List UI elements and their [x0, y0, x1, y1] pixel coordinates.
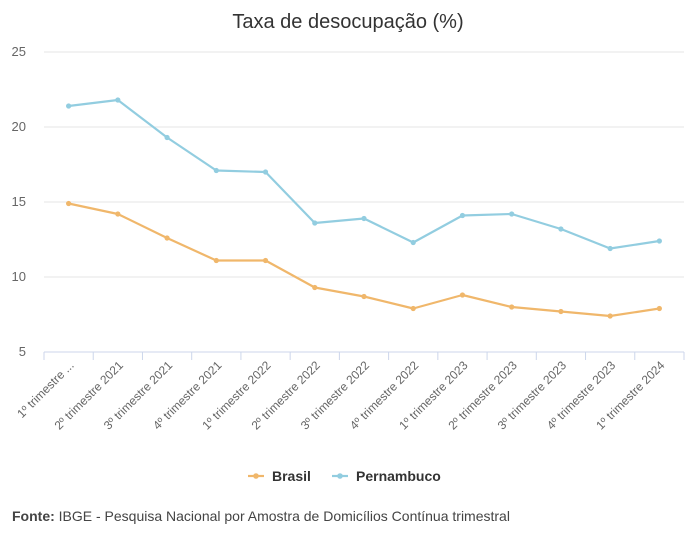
data-point[interactable] [361, 293, 367, 300]
data-point[interactable] [164, 134, 170, 141]
data-point[interactable] [656, 305, 662, 312]
y-tick-label: 20 [12, 119, 26, 134]
legend-item-pernambuco[interactable]: Pernambuco [332, 468, 441, 484]
legend: Brasil Pernambuco [248, 468, 441, 484]
source-label: Fonte: [12, 508, 55, 524]
legend-label: Brasil [272, 468, 311, 484]
data-point[interactable] [66, 200, 72, 207]
data-point[interactable] [213, 167, 219, 174]
data-point[interactable] [164, 235, 170, 241]
legend-dot-marker [253, 473, 259, 479]
legend-label: Pernambuco [356, 468, 441, 484]
data-point[interactable] [607, 245, 613, 252]
data-point[interactable] [410, 239, 416, 246]
chart-title: Taxa de desocupação (%) [232, 11, 463, 33]
series-layer [66, 97, 662, 319]
legend-dot-marker [337, 473, 343, 479]
source-text: IBGE - Pesquisa Nacional por Amostra de … [54, 508, 510, 524]
grid-layer [44, 51, 684, 278]
y-tick-label: 10 [12, 269, 26, 284]
data-point[interactable] [66, 103, 72, 109]
data-point[interactable] [312, 284, 318, 291]
data-point[interactable] [607, 313, 613, 319]
data-point[interactable] [459, 292, 466, 298]
data-point[interactable] [459, 212, 466, 219]
source-note: Fonte: IBGE - Pesquisa Nacional por Amos… [12, 508, 510, 524]
data-point[interactable] [213, 257, 219, 264]
y-tick-label: 15 [12, 194, 26, 209]
data-point[interactable] [262, 169, 269, 175]
data-point[interactable] [558, 308, 564, 315]
data-point[interactable] [115, 211, 121, 217]
series-brasil [66, 200, 662, 319]
data-point[interactable] [558, 226, 564, 232]
y-tick-label: 5 [19, 344, 26, 359]
series-pernambuco [66, 97, 662, 252]
data-point[interactable] [410, 305, 416, 312]
data-point[interactable] [262, 257, 269, 264]
legend-item-brasil[interactable]: Brasil [248, 468, 311, 484]
series-line [67, 98, 661, 250]
data-point[interactable] [361, 215, 367, 222]
data-point[interactable] [509, 304, 515, 310]
data-point[interactable] [509, 211, 515, 217]
data-point[interactable] [656, 238, 662, 244]
data-point[interactable] [312, 220, 318, 226]
data-point[interactable] [115, 97, 121, 103]
y-tick-label: 25 [12, 44, 26, 59]
y-axis: 5 10 15 20 25 [12, 44, 26, 359]
